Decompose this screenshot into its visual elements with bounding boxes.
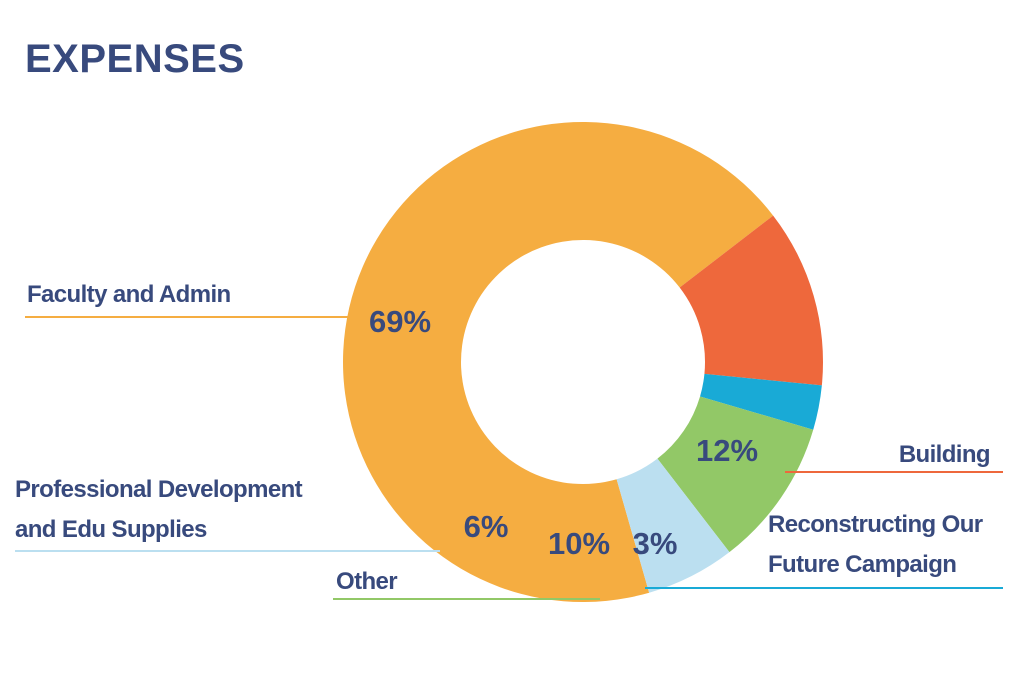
- category-label-building: Building: [899, 441, 990, 468]
- value-label-professional-development: 6%: [464, 509, 509, 544]
- value-label-reconstructing-campaign: 3%: [633, 526, 678, 561]
- slice-professional-development: [616, 458, 730, 593]
- slice-faculty-and-admin: [343, 122, 774, 603]
- category-label-professional-development-line1: Professional Development: [15, 476, 303, 503]
- slice-reconstructing-campaign: [700, 373, 822, 430]
- leader-lines: [15, 316, 1003, 600]
- slice-other: [657, 396, 814, 553]
- value-label-faculty-and-admin: 69%: [369, 304, 431, 339]
- category-label-other: Other: [336, 568, 397, 595]
- category-label-reconstructing-campaign-line1: Reconstructing Our: [768, 511, 983, 538]
- slice-building: [679, 215, 823, 386]
- category-label-faculty-and-admin: Faculty and Admin: [27, 281, 231, 308]
- value-label-building: 12%: [696, 433, 758, 468]
- value-label-other: 10%: [548, 526, 610, 561]
- donut-slices: [343, 122, 823, 603]
- chart-title: EXPENSES: [25, 37, 245, 81]
- category-label-reconstructing-campaign-line2: Future Campaign: [768, 551, 956, 578]
- category-label-professional-development-line2: and Edu Supplies: [15, 516, 207, 543]
